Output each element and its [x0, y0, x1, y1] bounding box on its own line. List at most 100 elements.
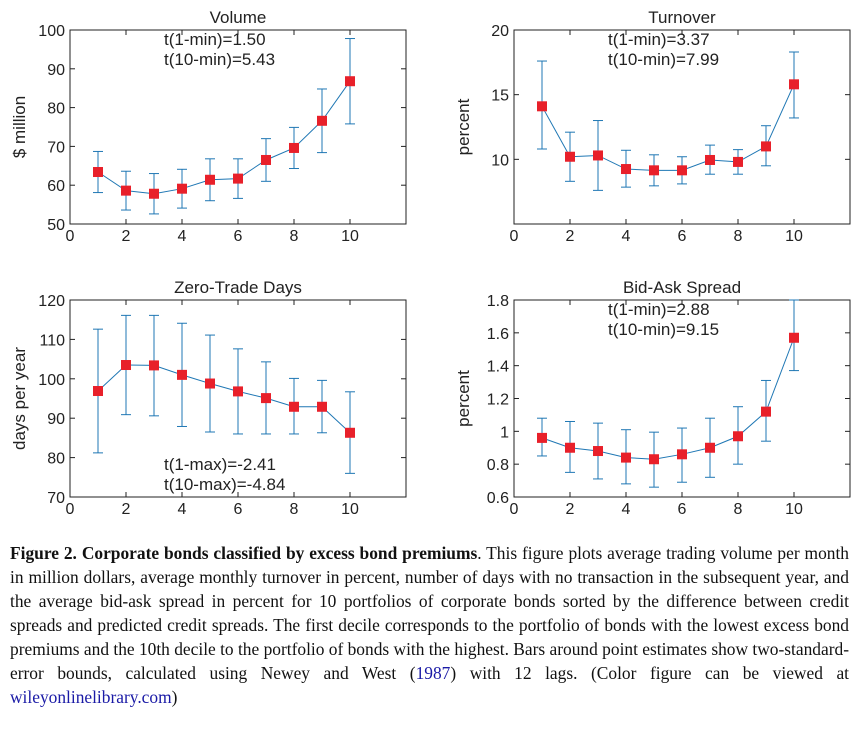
zero-trade-days-y-tick-label: 110 — [39, 332, 65, 349]
volume-data-point — [121, 185, 131, 196]
volume-y-tick-label: 60 — [47, 178, 65, 195]
zero-trade-days-data-point — [317, 401, 327, 412]
caption-body: . This figure plots average trading volu… — [10, 543, 849, 683]
volume-data-point — [205, 174, 215, 185]
bid-ask-spread-y-tick-label: 1.6 — [487, 326, 509, 343]
turnover-x-tick-label: 10 — [785, 228, 803, 245]
bid-ask-spread-y-tick-label: 1.4 — [487, 359, 509, 376]
turnover-data-point — [705, 154, 715, 165]
turnover-annotation: t(10-min)=7.99 — [608, 50, 719, 69]
turnover-x-tick-label: 0 — [510, 228, 519, 245]
bid-ask-spread-x-tick-label: 10 — [785, 501, 803, 518]
zero-trade-days-data-point — [233, 386, 243, 397]
zero-trade-days-x-tick-label: 6 — [234, 501, 243, 518]
bid-ask-spread-series-line — [541, 337, 795, 460]
turnover-x-tick-label: 8 — [734, 228, 743, 245]
turnover-data-point — [761, 141, 771, 152]
turnover-y-axis-label: percent — [454, 98, 473, 155]
bid-ask-spread-data-point — [789, 332, 799, 343]
volume-x-tick-label: 0 — [66, 228, 75, 245]
zero-trade-days-series-line — [97, 364, 351, 434]
bid-ask-spread-y-tick-label: 1 — [500, 424, 509, 441]
turnover-data-point — [593, 150, 603, 161]
bid-ask-spread-x-tick-label: 2 — [566, 501, 575, 518]
bid-ask-spread-data-point — [733, 431, 743, 442]
bid-ask-spread-y-tick-label: 0.8 — [487, 457, 509, 474]
turnover-data-point — [677, 165, 687, 176]
zero-trade-days-annotation: t(10-max)=-4.84 — [164, 475, 285, 494]
turnover-data-point — [649, 165, 659, 176]
bid-ask-spread-panel: Bid-Ask Spread percent 0 2 4 6 8 10 0.6 0.8 1 1.2 1.… — [454, 278, 851, 518]
volume-series-line — [97, 80, 351, 195]
volume-data-point — [233, 173, 243, 184]
volume-data-point — [289, 142, 299, 153]
bid-ask-spread-annotation: t(10-min)=9.15 — [608, 320, 719, 339]
zero-trade-days-data-point — [289, 401, 299, 412]
zero-trade-days-data-point — [261, 393, 271, 404]
zero-trade-days-data-point — [205, 378, 215, 389]
bid-ask-spread-x-tick-label: 4 — [622, 501, 631, 518]
zero-trade-days-y-tick-label: 70 — [47, 490, 65, 507]
volume-title: Volume — [210, 8, 267, 27]
bid-ask-spread-y-axis-label: percent — [454, 370, 473, 427]
zero-trade-days-data-point — [121, 360, 131, 371]
turnover-title: Turnover — [648, 8, 716, 27]
volume-y-tick-label: 80 — [47, 101, 65, 118]
zero-trade-days-data-point — [177, 369, 187, 380]
bid-ask-spread-y-tick-label: 1.8 — [487, 293, 509, 310]
wiley-link[interactable]: wileyonlinelibrary.com — [10, 687, 172, 707]
zero-trade-days-y-tick-label: 100 — [38, 372, 65, 389]
volume-data-point — [149, 188, 159, 199]
bid-ask-spread-x-tick-label: 0 — [510, 501, 519, 518]
bid-ask-spread-data-point — [621, 452, 631, 463]
zero-trade-days-data-point — [93, 386, 103, 397]
zero-trade-days-annotation: t(1-max)=-2.41 — [164, 455, 276, 474]
turnover-x-tick-label: 2 — [566, 228, 575, 245]
turnover-series-line — [541, 84, 795, 171]
bid-ask-spread-data-point — [705, 442, 715, 453]
volume-x-tick-label: 6 — [234, 228, 243, 245]
zero-trade-days-data-point — [149, 360, 159, 371]
zero-trade-days-y-tick-label: 90 — [47, 411, 65, 428]
volume-panel: Volume $ million 0 2 4 6 8 10 50 60 70 80 90 100 t(1-m… — [10, 8, 407, 245]
zero-trade-days-data-point — [345, 427, 355, 438]
volume-x-tick-label: 2 — [122, 228, 131, 245]
bid-ask-spread-annotation: t(1-min)=2.88 — [608, 300, 710, 319]
volume-y-tick-label: 100 — [38, 23, 65, 40]
bid-ask-spread-data-point — [649, 454, 659, 465]
turnover-data-point — [789, 79, 799, 90]
zero-trade-days-y-axis-label: days per year — [10, 347, 29, 450]
bid-ask-spread-data-point — [677, 449, 687, 460]
caption-lead: Figure 2. Corporate bonds classified by … — [10, 543, 478, 563]
volume-annotation: t(10-min)=5.43 — [164, 50, 275, 69]
volume-data-point — [317, 115, 327, 126]
zero-trade-days-y-tick-label: 80 — [47, 451, 65, 468]
volume-annotation: t(1-min)=1.50 — [164, 30, 266, 49]
bid-ask-spread-data-point — [565, 442, 575, 453]
turnover-data-point — [537, 101, 547, 112]
bid-ask-spread-y-tick-label: 0.6 — [487, 490, 509, 507]
volume-data-point — [93, 167, 103, 178]
turnover-annotation: t(1-min)=3.37 — [608, 30, 710, 49]
volume-y-tick-label: 70 — [47, 139, 65, 156]
caption-body-2: ) with 12 lags. (Color figure can be vie… — [450, 663, 850, 683]
caption-end: ) — [171, 687, 178, 707]
turnover-panel: Turnover percent 0 2 4 6 8 10 10 15 20 t(1-min)=3.3… — [454, 8, 851, 245]
bid-ask-spread-x-tick-label: 6 — [678, 501, 687, 518]
bid-ask-spread-data-point — [761, 406, 771, 417]
volume-y-tick-label: 90 — [47, 62, 65, 79]
zero-trade-days-y-tick-label: 120 — [38, 293, 65, 310]
reference-link[interactable]: 1987 — [415, 663, 451, 683]
volume-x-tick-label: 10 — [341, 228, 359, 245]
bid-ask-spread-title: Bid-Ask Spread — [623, 278, 741, 297]
volume-data-point — [177, 183, 187, 194]
bid-ask-spread-x-tick-label: 8 — [734, 501, 743, 518]
volume-y-axis-label: $ million — [10, 96, 29, 158]
volume-data-point — [261, 154, 271, 165]
turnover-data-point — [733, 156, 743, 167]
turnover-y-tick-label: 15 — [491, 88, 509, 105]
figure-caption: Figure 2. Corporate bonds classified by … — [10, 541, 849, 709]
bid-ask-spread-y-tick-label: 1.2 — [487, 392, 509, 409]
figure: Volume $ million 0 2 4 6 8 10 50 60 70 80 90 100 t(1-m… — [10, 8, 851, 518]
zero-trade-days-panel: Zero-Trade Days days per year 0 2 4 6 8 10 70 80 9… — [10, 278, 407, 518]
